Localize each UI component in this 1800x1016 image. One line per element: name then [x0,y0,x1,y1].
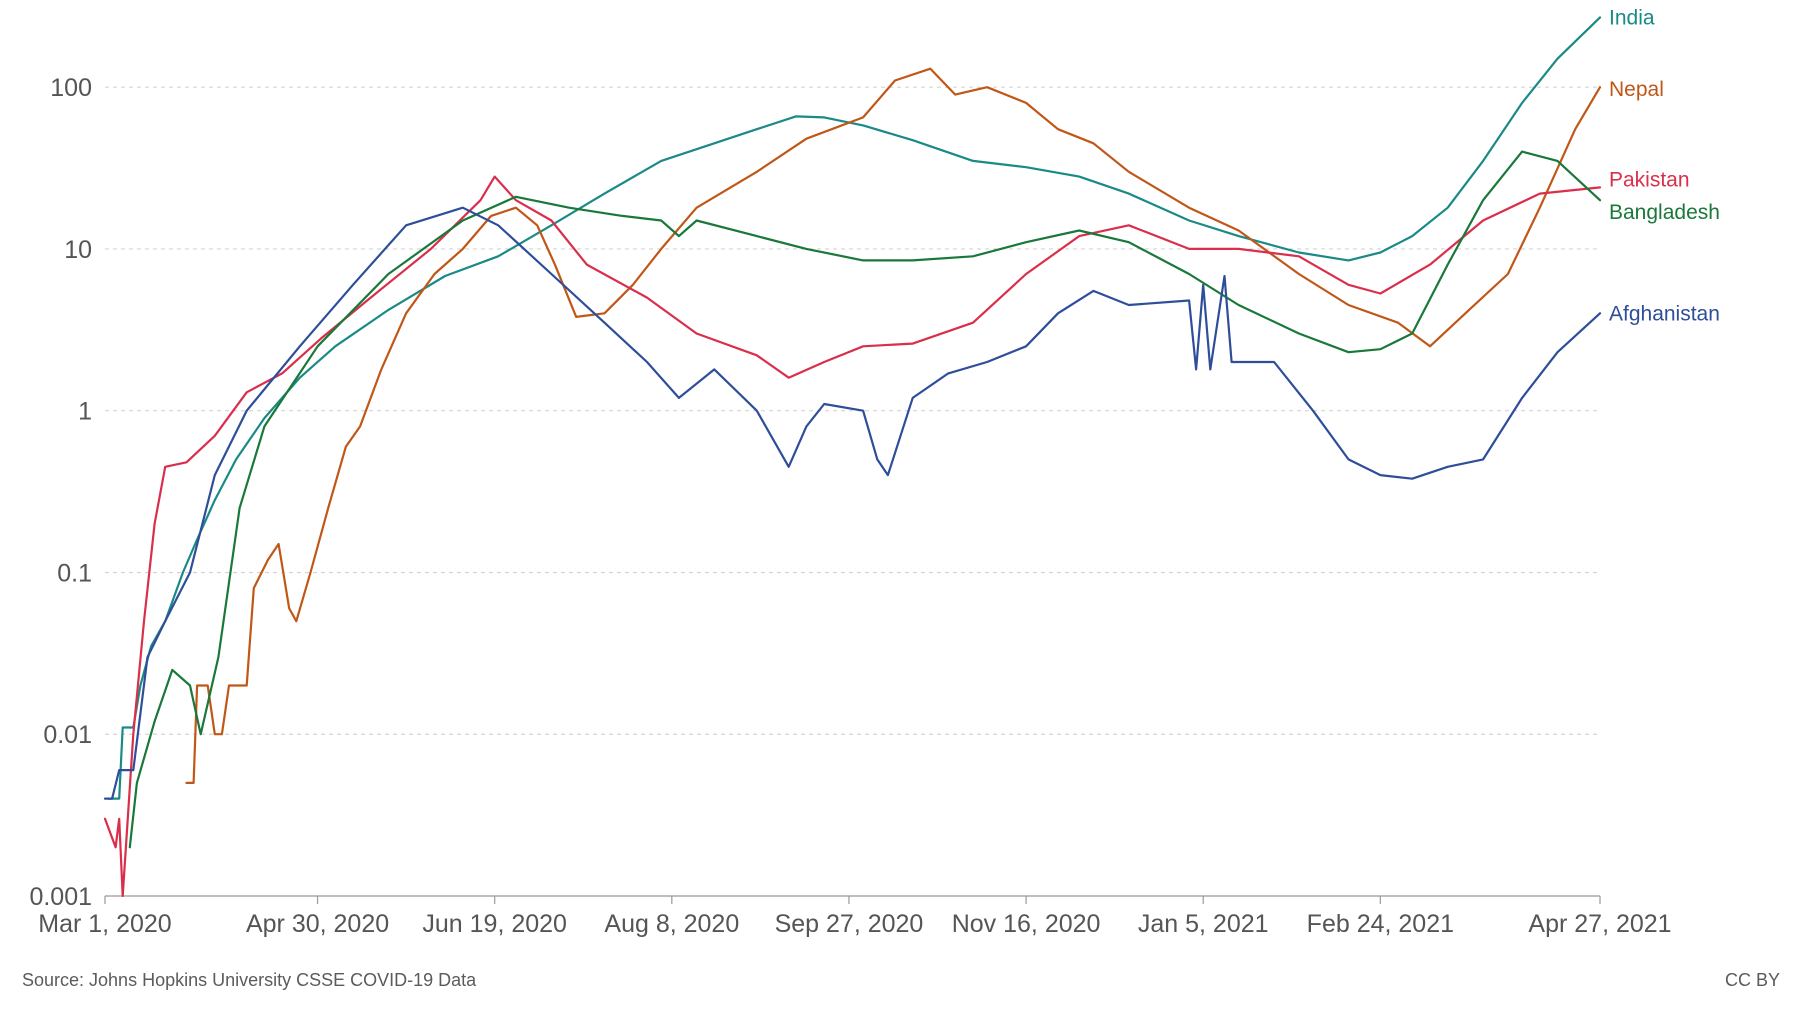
series-label-afghanistan: Afghanistan [1609,302,1720,325]
y-tick-label: 0.1 [57,559,92,587]
series-label-bangladesh: Bangladesh [1609,201,1720,224]
series-label-pakistan: Pakistan [1609,168,1690,191]
series-label-nepal: Nepal [1609,78,1664,101]
x-tick-label: Mar 1, 2020 [38,910,171,938]
x-tick-label: Jun 19, 2020 [422,910,567,938]
source-note: Source: Johns Hopkins University CSSE CO… [22,970,477,990]
series-line-bangladesh [128,150,1602,849]
x-tick-label: Apr 27, 2021 [1528,910,1671,938]
y-tick-label: 100 [50,74,92,102]
y-tick-label: 10 [64,236,92,264]
x-tick-label: Aug 8, 2020 [604,910,739,938]
y-tick-label: 0.01 [43,721,92,749]
license-note: CC BY [1724,970,1780,990]
y-tick-label: 1 [78,398,92,426]
x-tick-label: Jan 5, 2021 [1138,910,1269,938]
x-tick-label: Feb 24, 2021 [1307,910,1454,938]
series-line-india [107,16,1602,800]
series-line-afghanistan [103,206,1602,800]
series-line-pakistan [103,175,1602,898]
x-tick-label: Sep 27, 2020 [775,910,924,938]
y-tick-label: 0.001 [29,883,92,911]
series-label-india: India [1609,6,1655,29]
x-tick-label: Apr 30, 2020 [246,910,389,938]
x-tick-label: Nov 16, 2020 [952,910,1101,938]
series-line-nepal [185,67,1602,784]
